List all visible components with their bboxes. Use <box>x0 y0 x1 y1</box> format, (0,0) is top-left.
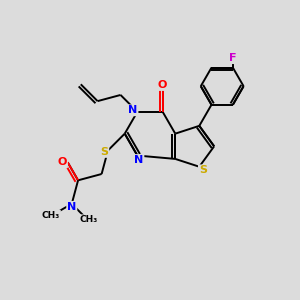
Text: N: N <box>128 105 137 115</box>
Text: O: O <box>58 157 67 167</box>
Text: S: S <box>199 165 207 175</box>
Text: N: N <box>134 155 143 165</box>
Text: CH₃: CH₃ <box>80 215 98 224</box>
Text: F: F <box>229 53 237 63</box>
Text: S: S <box>100 147 108 157</box>
Text: CH₃: CH₃ <box>42 211 60 220</box>
Text: N: N <box>67 202 76 212</box>
Text: O: O <box>158 80 167 90</box>
